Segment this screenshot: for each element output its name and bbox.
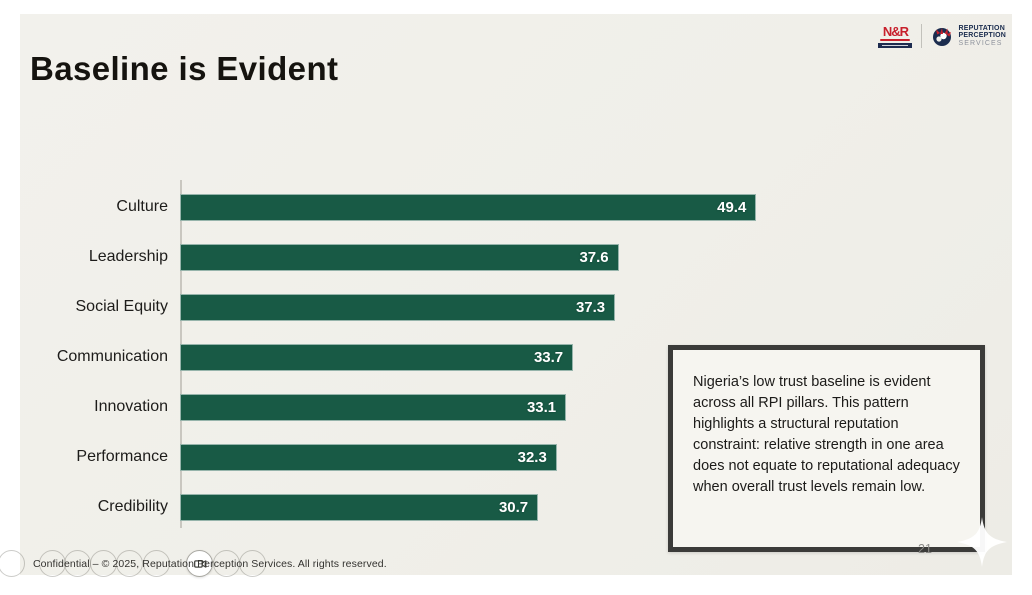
value-label: 32.3 (517, 448, 547, 466)
ghost-control-circle (0, 550, 25, 577)
nr-logo-band (878, 42, 913, 48)
bar: 33.1 (180, 393, 567, 421)
chart-row: Social Equity 37.3 (34, 282, 824, 332)
rps-logo-text: REPUTATION PERCEPTION SERVICES (958, 25, 1006, 48)
nr-logo: N&R (878, 23, 913, 48)
bar-track: 32.3 (180, 443, 810, 471)
chart-row: Communication 33.7 (34, 332, 824, 382)
value-label: 37.6 (579, 248, 609, 266)
bar-chart: Culture 49.4 Leadership 37.6 Social Equity 37… (34, 180, 824, 532)
bar: 49.4 (180, 193, 757, 221)
nr-logo-letters: N&R (882, 23, 909, 39)
bar: 32.3 (180, 443, 557, 471)
rps-logo-line1: REPUTATION (958, 24, 1005, 32)
nr-logo-caption-line (880, 38, 911, 41)
value-label: 37.3 (575, 298, 606, 316)
bar-track: 37.3 (180, 293, 810, 321)
page-number: 21 (918, 542, 932, 556)
annotation-box: Nigeria’s low trust baseline is evident … (668, 345, 985, 552)
rps-logo-line3: SERVICES (958, 39, 1003, 47)
logo-strip: N&R REPUTATION PERCEPTION S (878, 24, 1006, 48)
ghost-control-circle (116, 550, 143, 577)
rps-logo-icon (933, 28, 952, 46)
category-label: Credibility (97, 498, 168, 515)
bar-track: 49.4 (180, 193, 810, 221)
bar-track: 30.7 (180, 493, 810, 521)
footer-bar: Confidential – © 2025, Reputation Percep… (0, 550, 1012, 577)
category-label: Performance (76, 448, 168, 465)
category-label: Communication (56, 348, 168, 365)
category-label: Social Equity (75, 298, 169, 315)
bar: 33.7 (180, 343, 574, 371)
category-label: Culture (116, 198, 168, 215)
chart-row: Credibility 30.7 (34, 482, 824, 532)
chart-row: Performance 32.3 (34, 432, 824, 482)
bar-track: 33.1 (180, 393, 810, 421)
value-label: 33.7 (533, 348, 564, 366)
rps-logo-line2: PERCEPTION (958, 32, 1006, 40)
bar-track: 33.7 (180, 343, 810, 371)
value-label: 33.1 (526, 398, 557, 416)
ghost-control-circle (239, 550, 266, 577)
reputation-perception-services-logo: REPUTATION PERCEPTION SERVICES (931, 25, 1006, 48)
bar: 30.7 (180, 493, 539, 521)
bar-track: 37.6 (180, 243, 810, 271)
bar: 37.3 (180, 293, 616, 321)
category-label: Leadership (88, 248, 168, 265)
annotation-text: Nigeria’s low trust baseline is evident … (693, 374, 960, 495)
ghost-control-circle (143, 550, 170, 577)
footer-copyright-text: Confidential – © 2025, Reputation Percep… (33, 558, 387, 570)
chart-row: Leadership 37.6 (34, 232, 824, 282)
value-label: 49.4 (717, 198, 747, 216)
bar: 37.6 (180, 243, 619, 271)
slide-title: Baseline is Evident (30, 50, 339, 87)
camera-button[interactable] (186, 550, 213, 577)
chart-row: Culture 49.4 (34, 182, 824, 232)
chart-row: Innovation 33.1 (34, 382, 824, 432)
logo-divider (921, 24, 923, 48)
presentation-slide: Baseline is Evident N&R (0, 14, 1012, 577)
category-label: Innovation (94, 398, 168, 415)
video-camera-icon (193, 559, 206, 568)
value-label: 30.7 (498, 498, 529, 516)
sparkle-pointer-icon (957, 517, 1007, 567)
